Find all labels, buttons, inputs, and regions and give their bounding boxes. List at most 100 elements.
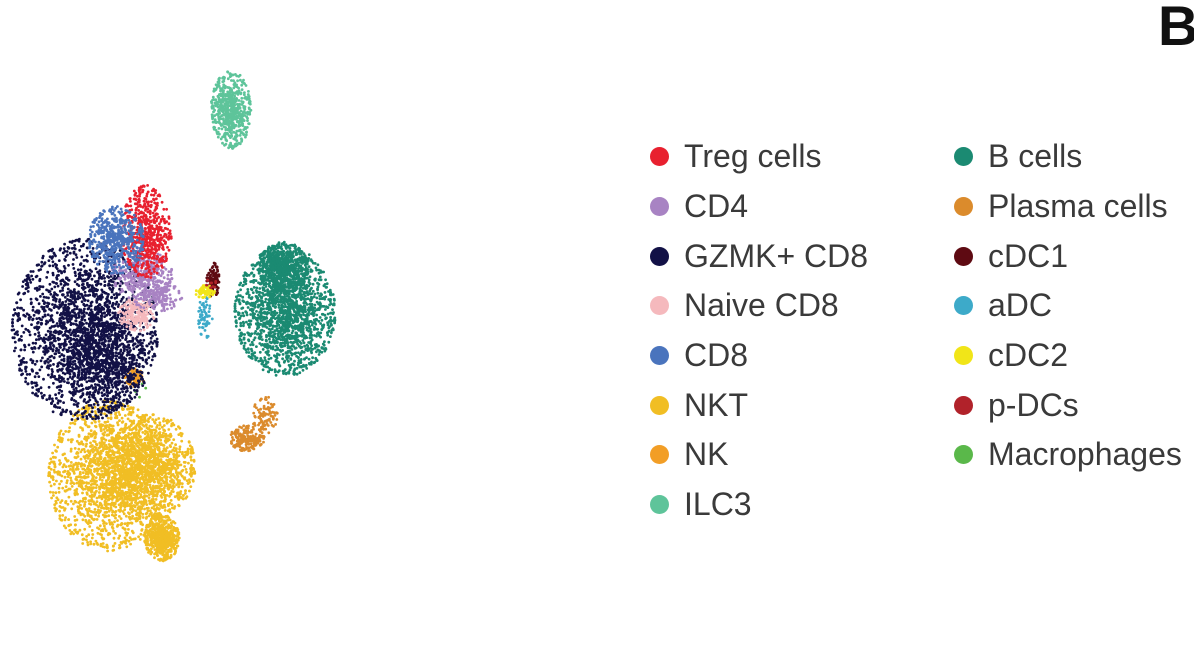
point [189, 450, 193, 453]
point [187, 461, 190, 465]
point [179, 495, 182, 499]
point [183, 476, 186, 480]
point [170, 441, 174, 445]
point [167, 540, 171, 544]
point [60, 474, 64, 478]
point [125, 472, 129, 475]
point [112, 293, 116, 296]
point [131, 462, 135, 466]
point [145, 515, 149, 519]
point [175, 483, 179, 487]
point [102, 442, 105, 446]
point [35, 317, 39, 320]
point [51, 260, 55, 264]
point [145, 435, 149, 439]
point [242, 431, 246, 434]
point [65, 479, 69, 482]
point [165, 494, 169, 497]
point [78, 528, 82, 532]
point [19, 298, 22, 302]
point [147, 471, 151, 474]
point [206, 287, 209, 291]
point [153, 556, 156, 560]
point [83, 422, 87, 426]
point [95, 541, 99, 545]
point [143, 441, 147, 445]
point [129, 406, 133, 410]
point [124, 469, 128, 473]
point [74, 500, 78, 504]
point [160, 433, 164, 437]
point [110, 488, 113, 491]
point [170, 503, 174, 506]
point [71, 421, 75, 425]
point [124, 444, 127, 448]
point [63, 295, 67, 299]
point [148, 501, 152, 505]
point [180, 482, 184, 485]
point [72, 502, 75, 506]
point [85, 442, 88, 446]
point [125, 545, 129, 549]
point [245, 445, 248, 449]
point [262, 407, 266, 410]
point [183, 455, 187, 459]
point [155, 553, 159, 556]
point [154, 503, 158, 506]
point [82, 455, 86, 458]
point [58, 482, 61, 486]
point [130, 521, 134, 525]
point [129, 333, 133, 337]
point [118, 534, 122, 538]
point [147, 427, 151, 430]
point [144, 500, 148, 503]
point [147, 529, 150, 533]
point [81, 491, 84, 495]
point [67, 263, 70, 267]
point [257, 423, 260, 427]
point [85, 535, 88, 538]
point [159, 504, 163, 508]
point [111, 510, 114, 514]
point [165, 446, 169, 450]
point [169, 457, 173, 461]
point [125, 533, 129, 537]
point [110, 525, 114, 529]
point [108, 483, 111, 487]
point [158, 520, 162, 524]
point [164, 519, 168, 523]
point [43, 352, 47, 356]
point [109, 417, 113, 421]
point [210, 266, 214, 269]
point [174, 443, 178, 447]
point [151, 522, 155, 526]
point [107, 471, 111, 475]
point [203, 318, 206, 322]
point [106, 546, 109, 549]
point [83, 290, 87, 294]
point [162, 424, 166, 427]
point [105, 479, 109, 483]
point [96, 462, 100, 466]
point [100, 391, 104, 395]
point [167, 438, 171, 442]
point [124, 477, 128, 481]
point [89, 441, 92, 445]
point [111, 490, 115, 494]
point [169, 434, 173, 438]
point [126, 407, 130, 411]
point [121, 500, 125, 503]
point [123, 527, 127, 531]
point [215, 288, 219, 292]
point [230, 430, 234, 434]
point [116, 437, 120, 441]
point [176, 475, 180, 479]
point [158, 423, 162, 427]
point [271, 410, 274, 414]
point [139, 453, 143, 457]
point [123, 503, 127, 506]
point [77, 384, 81, 388]
point [151, 413, 155, 417]
point [158, 528, 162, 532]
point [114, 513, 118, 517]
